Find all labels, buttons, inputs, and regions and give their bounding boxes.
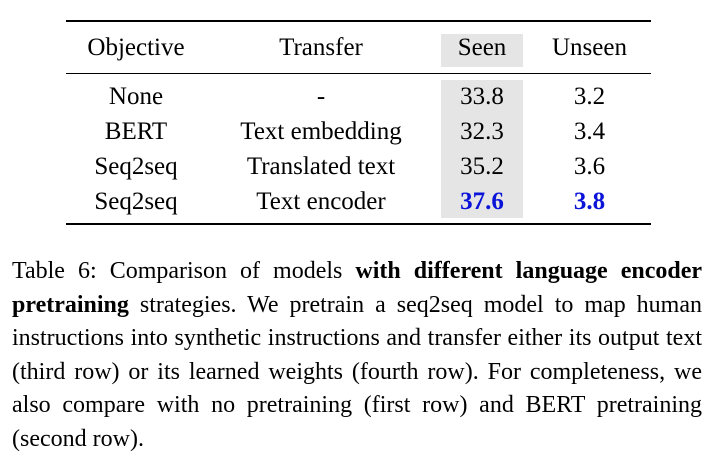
cell-seen-wrap: 32.3 bbox=[436, 114, 528, 149]
cell-seen-wrap: 35.2 bbox=[436, 149, 528, 184]
cell-seen: 32.3 bbox=[460, 118, 504, 145]
cell-unseen-best: 3.8 bbox=[573, 187, 606, 215]
cell-objective: BERT bbox=[104, 118, 168, 145]
table-row: None - 33.8 3.2 bbox=[66, 73, 651, 114]
table-row: BERT Text embedding 32.3 3.4 bbox=[66, 114, 651, 149]
cell-seen-wrap: 33.8 bbox=[436, 73, 528, 114]
cell-transfer: - bbox=[316, 83, 326, 111]
cell-objective: Seq2seq bbox=[94, 187, 178, 215]
header-transfer: Transfer bbox=[279, 33, 363, 61]
table-caption: Table 6: Comparison of models with diffe… bbox=[12, 255, 702, 456]
cell-seen: 35.2 bbox=[460, 153, 504, 180]
cell-transfer: Translated text bbox=[246, 153, 396, 180]
cell-transfer: Text embedding bbox=[240, 118, 402, 145]
table-header-row: Objective Transfer Seen Unseen bbox=[66, 21, 651, 73]
header-seen-cell: Seen bbox=[436, 21, 528, 73]
cell-objective: Seq2seq bbox=[94, 153, 178, 180]
cell-unseen-wrap: 3.8 bbox=[528, 184, 651, 224]
cell-unseen: 3.4 bbox=[573, 118, 606, 145]
table-row: Seq2seq Translated text 35.2 3.6 bbox=[66, 149, 651, 184]
cell-unseen: 3.6 bbox=[573, 153, 606, 180]
cell-seen-wrap: 37.6 bbox=[436, 184, 528, 224]
caption-lead: Comparison of models bbox=[109, 258, 343, 284]
header-unseen: Unseen bbox=[552, 33, 627, 61]
cell-seen-best: 37.6 bbox=[460, 187, 504, 215]
cell-unseen: 3.2 bbox=[573, 83, 606, 111]
cell-objective: None bbox=[108, 83, 164, 111]
results-table-container: Objective Transfer Seen Unseen None - 33… bbox=[66, 20, 651, 225]
header-seen: Seen bbox=[457, 33, 507, 61]
caption-label: Table 6: bbox=[12, 258, 97, 284]
caption-bold: with different language encoder pretrain… bbox=[12, 258, 703, 318]
cell-transfer: Text encoder bbox=[256, 187, 386, 215]
cell-seen: 33.8 bbox=[460, 83, 504, 111]
header-objective: Objective bbox=[87, 33, 185, 61]
caption-text: strategies. We pretrain a seq2seq model … bbox=[12, 291, 703, 452]
table-row: Seq2seq Text encoder 37.6 3.8 bbox=[66, 184, 651, 224]
results-table: Objective Transfer Seen Unseen None - 33… bbox=[66, 20, 651, 225]
